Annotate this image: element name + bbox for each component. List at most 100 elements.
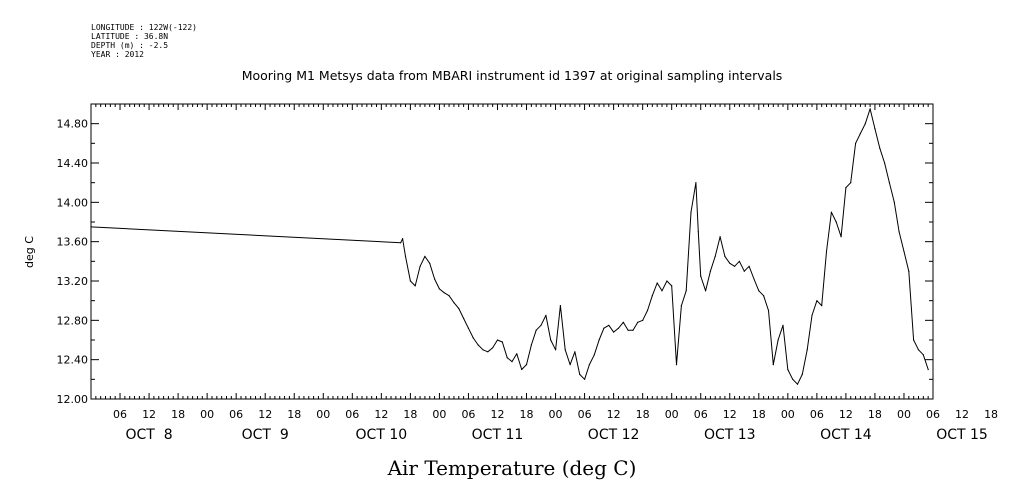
data-point xyxy=(424,255,426,257)
data-point xyxy=(579,373,581,375)
data-point xyxy=(559,305,562,307)
hour-tick-label: 18 xyxy=(520,408,534,421)
hour-tick-label: 00 xyxy=(200,408,214,421)
y-tick-label: 12.40 xyxy=(57,354,89,367)
data-point xyxy=(642,319,644,321)
day-label: OCT 15 xyxy=(936,427,988,443)
data-point xyxy=(443,292,445,294)
day-label: OCT 11 xyxy=(472,427,524,443)
data-point xyxy=(458,307,460,310)
data-point xyxy=(90,226,92,228)
hour-tick-label: 00 xyxy=(897,408,911,421)
data-point xyxy=(622,321,624,323)
y-tick-label: 14.40 xyxy=(57,157,89,170)
data-point xyxy=(521,368,523,371)
day-label: OCT 9 xyxy=(242,427,289,443)
data-point xyxy=(697,231,699,233)
data-point xyxy=(763,295,765,297)
data-point xyxy=(777,339,779,341)
hour-tick-label: 06 xyxy=(810,408,824,421)
hour-tick-label: 06 xyxy=(345,408,359,421)
data-point xyxy=(917,349,920,351)
data-point xyxy=(835,221,837,223)
y-axis-label: deg C xyxy=(23,236,36,268)
data-point xyxy=(588,364,591,366)
data-point xyxy=(709,270,712,272)
hour-tick-label: 12 xyxy=(607,408,621,421)
data-point xyxy=(666,280,668,282)
hour-tick-label: 06 xyxy=(694,408,708,421)
data-point xyxy=(429,262,431,264)
data-point xyxy=(555,349,557,351)
hour-tick-label: 18 xyxy=(984,408,998,421)
data-point xyxy=(661,290,663,292)
hour-tick-label: 12 xyxy=(955,408,969,421)
hour-tick-label: 00 xyxy=(316,408,330,421)
data-point xyxy=(492,347,494,349)
hour-tick-label: 12 xyxy=(490,408,504,421)
hour-tick-label: 18 xyxy=(287,408,301,421)
data-point xyxy=(796,383,799,385)
year-label: YEAR : 2012 xyxy=(91,50,144,59)
data-point xyxy=(463,317,465,319)
y-tick-label: 12.80 xyxy=(57,314,89,327)
y-axis: 12.00 12.40 12.80 13.20 13.60 14.00 14.40 14.80 xyxy=(57,118,933,406)
data-point xyxy=(840,236,842,238)
data-point xyxy=(593,354,595,356)
data-point xyxy=(511,361,513,363)
hour-tick-label: 18 xyxy=(868,408,882,421)
hour-tick-label: 18 xyxy=(636,408,650,421)
data-point xyxy=(855,142,857,144)
hour-tick-label: 06 xyxy=(578,408,592,421)
data-point xyxy=(884,162,886,164)
y-tick-label: 14.80 xyxy=(57,118,89,131)
data-point xyxy=(564,349,566,351)
data-point xyxy=(705,290,707,292)
data-point xyxy=(496,339,499,341)
data-point xyxy=(801,373,803,375)
data-point xyxy=(637,321,639,323)
data-point xyxy=(734,265,736,267)
y-tick-label: 13.20 xyxy=(57,275,89,288)
data-point xyxy=(695,182,697,184)
data-point xyxy=(477,344,479,346)
data-point xyxy=(584,378,586,380)
data-point xyxy=(603,327,605,329)
data-point xyxy=(714,255,716,257)
data-point xyxy=(608,324,610,326)
data-point xyxy=(501,341,503,343)
hour-tick-label: 12 xyxy=(839,408,853,421)
data-point xyxy=(540,324,542,326)
data-point xyxy=(811,314,813,316)
data-point xyxy=(569,364,571,366)
data-point xyxy=(719,236,721,238)
data-point xyxy=(893,201,895,203)
data-point xyxy=(627,329,629,331)
data-point xyxy=(729,262,731,264)
data-point xyxy=(850,182,852,184)
data-point xyxy=(535,329,537,331)
data-point xyxy=(409,280,411,282)
latitude-label: LATITUDE : 36.8N xyxy=(91,32,168,41)
longitude-label: LONGITUDE : 122W(-122) xyxy=(91,23,197,32)
data-point xyxy=(825,250,828,253)
data-point xyxy=(830,211,833,213)
data-point xyxy=(927,368,929,371)
series-layer xyxy=(90,108,929,385)
hour-tick-label: 06 xyxy=(926,408,940,421)
data-point xyxy=(506,357,508,359)
data-point xyxy=(821,305,823,307)
data-point xyxy=(617,327,620,329)
data-point xyxy=(467,327,469,329)
data-point xyxy=(656,282,658,284)
data-point xyxy=(574,351,576,353)
data-point xyxy=(530,344,533,346)
hour-tick-label: 12 xyxy=(258,408,272,421)
data-point xyxy=(685,290,687,292)
day-label: OCT 14 xyxy=(820,427,872,443)
data-point xyxy=(724,255,726,257)
data-point xyxy=(908,270,910,272)
data-point xyxy=(806,349,808,351)
data-point xyxy=(864,123,866,125)
hour-tick-label: 00 xyxy=(549,408,563,421)
